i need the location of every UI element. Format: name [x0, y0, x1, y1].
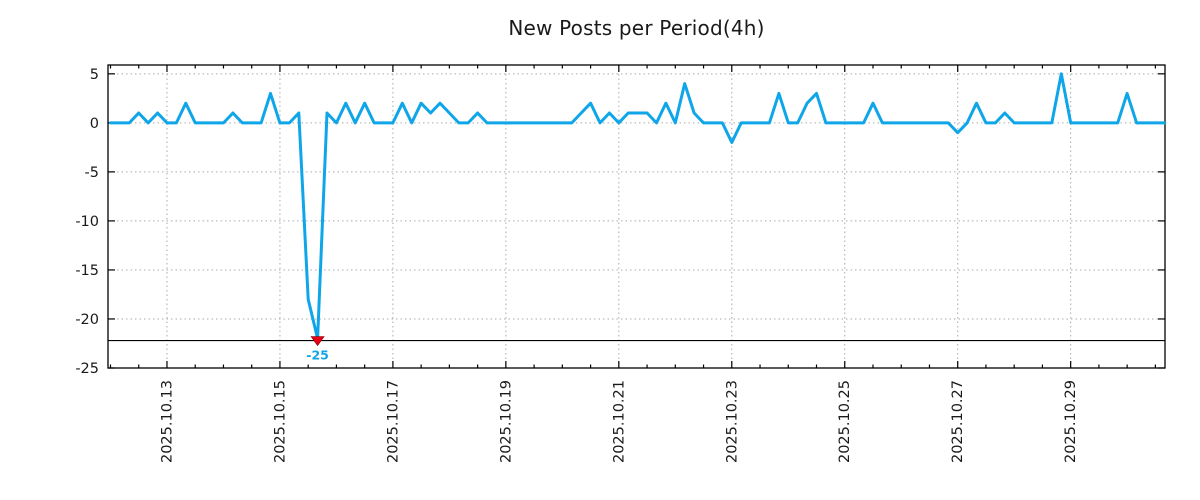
y-tick-label: 5	[90, 67, 99, 83]
min-value-label: -25	[306, 348, 329, 363]
x-tick-label: 2025.10.23	[724, 380, 740, 463]
y-tick-label: -20	[75, 312, 99, 328]
x-tick-label: 2025.10.29	[1063, 380, 1079, 463]
y-tick-label: -15	[75, 263, 99, 279]
chart-title: New Posts per Period(4h)	[508, 16, 765, 40]
x-tick-label: 2025.10.15	[272, 380, 288, 463]
x-tick-label: 2025.10.27	[950, 380, 966, 463]
x-tick-label: 2025.10.25	[837, 380, 853, 463]
x-tick-label: 2025.10.17	[385, 380, 401, 463]
x-tick-label: 2025.10.13	[159, 380, 175, 463]
plot-border	[107, 64, 1166, 369]
x-tick-label: 2025.10.21	[611, 380, 627, 463]
x-tick-label: 2025.10.19	[498, 380, 514, 463]
y-tick-label: -10	[75, 214, 99, 230]
y-tick-label: -5	[85, 165, 99, 181]
series-line	[109, 72, 1167, 341]
y-tick-label: -25	[75, 361, 99, 377]
min-marker-icon	[310, 336, 325, 347]
y-tick-label: 0	[90, 116, 99, 132]
